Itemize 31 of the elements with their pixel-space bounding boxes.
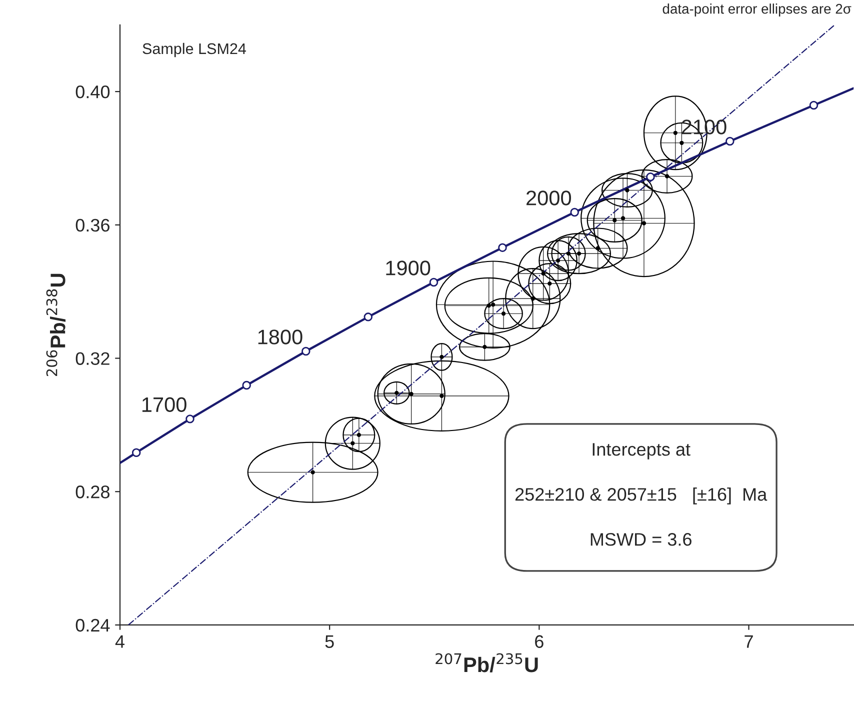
point bbox=[242, 380, 251, 390]
point bbox=[498, 243, 507, 252]
point bbox=[809, 100, 818, 110]
x-axis-title: $^{207}$Pb/$^{235}$U bbox=[436, 653, 538, 672]
y-tick-label: 0.24 bbox=[76, 618, 110, 632]
point bbox=[646, 172, 655, 182]
annotation: 1900 bbox=[386, 260, 430, 276]
annotation: 252±210 & 2057±15 [±16] Ma bbox=[515, 488, 768, 504]
x-tick-label: 7 bbox=[744, 635, 753, 648]
annotation: 2000 bbox=[526, 190, 572, 206]
annotation: 1700 bbox=[142, 397, 186, 412]
point bbox=[364, 312, 373, 322]
point bbox=[429, 278, 438, 287]
point bbox=[186, 414, 194, 424]
y-tick-label: 0.40 bbox=[76, 85, 110, 98]
point bbox=[726, 136, 734, 146]
y-axis-title: $^{206}$Pb/$^{238}$U bbox=[46, 274, 66, 376]
x-tick-label: 4 bbox=[115, 635, 124, 648]
annotation: 1800 bbox=[258, 330, 302, 344]
y-tick-label: 0.36 bbox=[76, 218, 110, 232]
y-tick-label: 0.28 bbox=[76, 486, 110, 498]
x-tick-label: 5 bbox=[325, 635, 334, 648]
y-tick-label: 0.32 bbox=[76, 352, 110, 365]
annotation: Sample LSM24 bbox=[142, 42, 246, 58]
point bbox=[132, 448, 141, 457]
annotation: Intercepts at bbox=[592, 443, 690, 460]
text: data-point error ellipses are 2σ bbox=[662, 4, 852, 16]
point bbox=[302, 346, 310, 356]
annotation: MSWD = 3.6 bbox=[590, 533, 692, 546]
x-tick-label: 6 bbox=[535, 635, 544, 648]
point bbox=[570, 208, 579, 217]
